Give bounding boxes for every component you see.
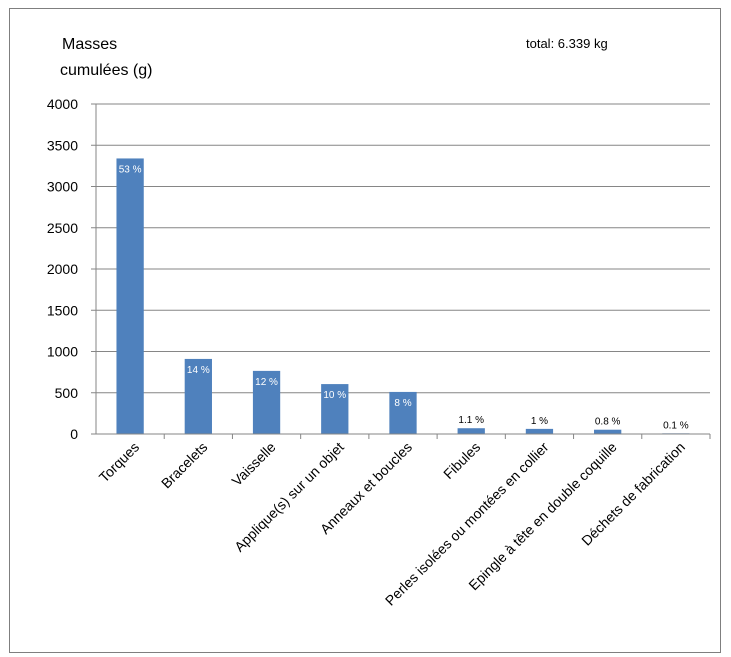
category-label: Vaisselle [228,439,278,489]
y-tick-label: 500 [55,385,79,401]
bar [389,391,417,434]
y-tick-label: 1000 [47,344,78,360]
data-label: 1.1 % [458,415,484,426]
category-label: Bracelets [158,439,211,492]
data-label: 0.8 % [595,417,621,428]
data-label: 53 % [119,164,142,175]
bar [457,428,485,434]
category-label: Applique(s) sur un objet [231,439,347,555]
category-label: Epingle à tête en double coquille [465,439,620,594]
y-tick-label: 4000 [47,96,78,112]
data-label: 10 % [323,390,346,401]
y-tick-label: 0 [70,426,78,442]
y-tick-label: 3500 [47,137,78,153]
category-label: Torques [96,439,143,486]
y-tick-label: 2500 [47,220,78,236]
y-axis-label-line-1: Masses [62,36,118,53]
data-label: 12 % [255,377,278,388]
data-label: 1 % [531,416,548,427]
data-label: 14 % [187,365,210,376]
y-tick-label: 1500 [47,302,78,318]
y-tick-label: 3000 [47,179,78,195]
y-axis-label-line-2: cumulées (g) [60,62,153,79]
bar [525,428,554,434]
total-annotation: total: 6.339 kg [526,36,608,51]
category-label: Fibules [440,439,483,482]
bar [116,158,144,434]
data-label: 0.1 % [663,420,689,431]
bar [252,370,281,434]
y-tick-label: 2000 [47,261,78,277]
bar [321,384,349,434]
bar [594,429,622,434]
bar [184,358,212,434]
data-label: 8 % [394,398,411,409]
